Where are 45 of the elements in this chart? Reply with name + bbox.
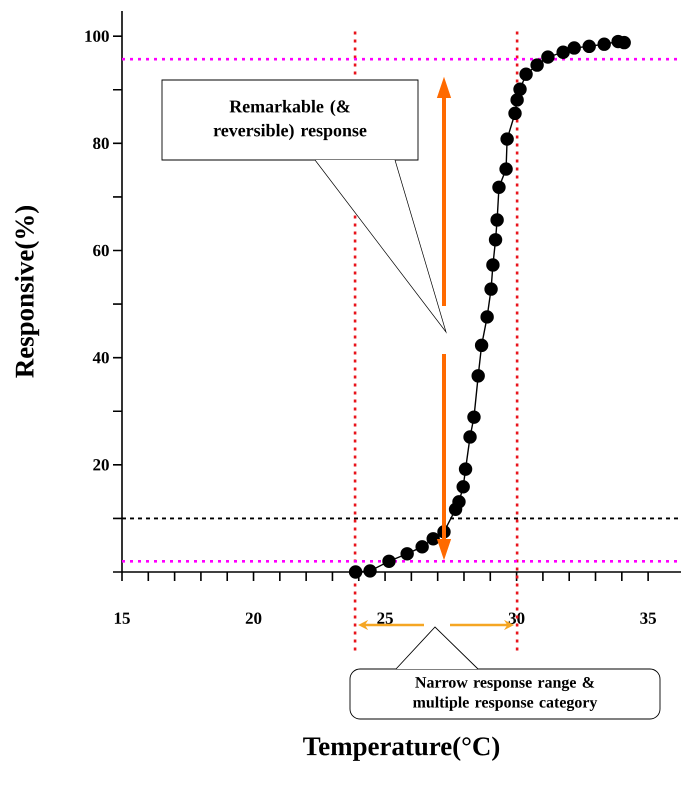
point (426, 532, 440, 546)
point (456, 480, 470, 494)
point (480, 310, 494, 324)
point (484, 282, 498, 296)
point (541, 50, 555, 64)
point (582, 40, 596, 54)
point (474, 338, 488, 352)
point (382, 554, 396, 568)
point (513, 82, 527, 96)
point (519, 68, 533, 81)
point (488, 233, 502, 246)
x-tick-label: 30 (508, 612, 524, 624)
text: Narrow response range & multiple response category (413, 676, 598, 712)
y-tick-label: 20 (93, 459, 109, 471)
point (499, 162, 513, 176)
point (500, 132, 514, 146)
point (348, 565, 362, 579)
point (568, 41, 581, 55)
annotation: Remarkable (& reversible) response (214, 100, 366, 140)
point (530, 58, 544, 72)
point (471, 369, 485, 383)
x-axis-title: Temperature(°C) (303, 736, 500, 761)
point (363, 564, 377, 578)
point (452, 495, 466, 509)
x-tick-label: 35 (640, 612, 656, 624)
y-tick-label: 60 (93, 244, 109, 256)
point (463, 430, 477, 444)
point (467, 410, 481, 424)
y-axis-title: Responsive(%) (14, 206, 40, 378)
y-tick-label: 100 (85, 30, 109, 42)
y-tick-label: 40 (92, 352, 109, 364)
x-tick-label: 15 (114, 612, 130, 624)
x-tick-label: 25 (377, 612, 393, 624)
y-tick-label: 80 (93, 138, 109, 150)
point (458, 462, 472, 476)
point (415, 540, 429, 554)
x-tick-label: 20 (246, 612, 262, 624)
point (400, 547, 414, 560)
point (597, 38, 611, 51)
point (510, 93, 524, 107)
point (490, 213, 504, 227)
point (492, 180, 506, 194)
point (556, 46, 570, 59)
point (486, 258, 500, 272)
point (508, 106, 522, 120)
